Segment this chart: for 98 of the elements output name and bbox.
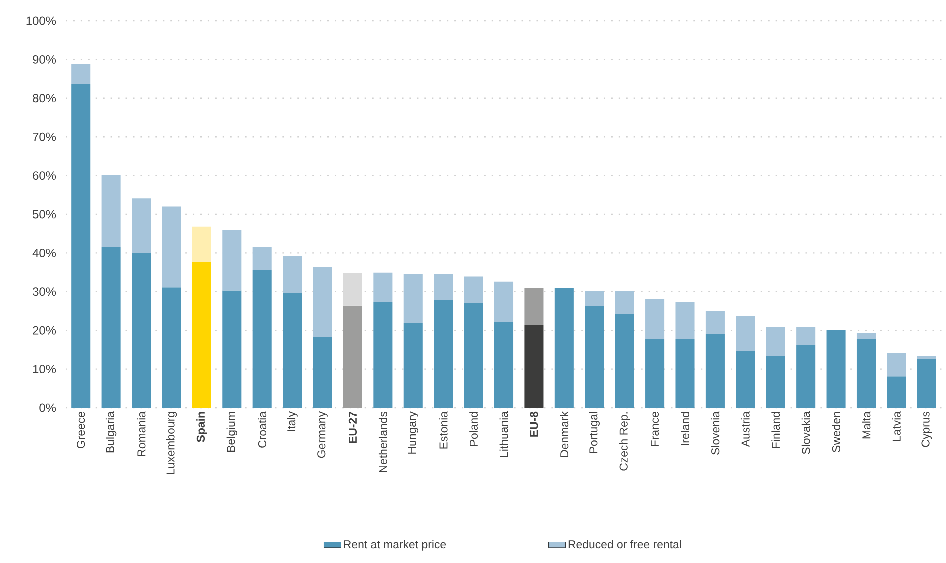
bar (646, 299, 665, 340)
bar (585, 291, 604, 306)
bar (283, 293, 302, 408)
x-tick-label: Austria (741, 412, 750, 448)
x-tick-label: Croatia (258, 412, 267, 448)
x-tick-label: Slovakia (802, 412, 810, 454)
bar (826, 330, 846, 408)
bar (252, 247, 272, 270)
y-tick-label: 10% (33, 365, 56, 374)
x-tick-label: Denmark (560, 412, 569, 458)
bar (706, 311, 725, 334)
bar (585, 306, 604, 408)
x-tick-label: Estonia (439, 412, 448, 449)
bar (132, 198, 152, 254)
bar (554, 288, 574, 408)
bar (615, 291, 634, 314)
x-tick-label: Hungary (408, 412, 419, 454)
bar (524, 288, 544, 326)
bar (404, 323, 423, 408)
bar (856, 340, 876, 408)
bar (887, 353, 906, 377)
bar (676, 340, 695, 408)
legend-label: Reduced or free rental (568, 540, 682, 549)
x-tick-label: Italy (287, 412, 298, 432)
y-tick-label: 50% (33, 210, 56, 219)
x-tick-label: EU-8 (530, 412, 538, 437)
x-tick-label: Finland (772, 412, 780, 448)
x-tick-label: Bulgaria (106, 412, 117, 453)
x-tick-label: Latvia (892, 412, 901, 442)
x-tick-label: Ireland (681, 412, 690, 446)
x-tick-label: Germany (318, 412, 328, 458)
bar (313, 268, 332, 338)
bar (313, 337, 332, 408)
bar (374, 272, 393, 302)
x-tick-label: Netherlands (378, 412, 388, 472)
bar (464, 303, 484, 408)
bar (192, 262, 212, 408)
bar (343, 273, 362, 306)
bar (132, 253, 152, 408)
bar (72, 64, 91, 84)
bar (676, 302, 695, 340)
x-tick-label: Malta (862, 412, 871, 439)
bar (102, 175, 121, 248)
bar (283, 256, 302, 294)
x-tick-label: Portugal (589, 412, 600, 454)
bar (404, 274, 423, 324)
bar (706, 334, 725, 408)
x-tick-label: EU-27 (348, 412, 358, 444)
bar (374, 302, 393, 408)
bar (464, 276, 484, 304)
y-tick-label: 80% (33, 94, 56, 103)
bar (917, 359, 936, 408)
bar (796, 327, 816, 346)
bar (736, 351, 756, 408)
y-tick-label: 90% (33, 55, 56, 64)
x-tick-label: Slovenia (711, 412, 720, 455)
x-tick-label: Luxembourg (166, 412, 178, 474)
bar (252, 270, 272, 408)
bar (646, 340, 665, 408)
x-tick-label: Sweden (832, 412, 840, 452)
bar (192, 226, 212, 262)
bar (796, 345, 816, 408)
bar (766, 356, 786, 408)
bar (494, 322, 514, 408)
x-tick-label: Belgium (226, 412, 238, 452)
bar (162, 288, 182, 408)
x-tick-label: Lithuania (500, 412, 508, 458)
bar (917, 356, 936, 360)
y-tick-label: 60% (33, 172, 56, 180)
y-tick-label: 40% (32, 248, 56, 258)
legend-label: Rent at market price (344, 540, 446, 551)
bar (222, 290, 242, 408)
bar (102, 247, 121, 408)
y-tick-label: 20% (33, 326, 56, 335)
x-tick-label: Poland (470, 412, 478, 446)
bar (434, 300, 454, 408)
y-tick-label: 0% (40, 404, 56, 412)
bar (494, 282, 514, 322)
x-tick-label: Romania (137, 412, 146, 456)
bar (72, 84, 91, 408)
bar (162, 206, 182, 288)
x-tick-label: Cyprus (922, 412, 932, 448)
bar (524, 325, 544, 408)
x-tick-label: France (651, 412, 660, 446)
x-tick-label: Greece (77, 412, 86, 449)
bar (856, 333, 876, 340)
bar (615, 314, 634, 408)
bar (887, 376, 906, 408)
bar (434, 274, 454, 300)
x-tick-label: Spain (196, 412, 208, 442)
y-tick-label: 30% (33, 288, 56, 296)
x-tick-label: Czech Rep. (620, 412, 630, 471)
bar (766, 327, 786, 357)
y-tick-label: 70% (33, 132, 56, 142)
bar (222, 230, 242, 291)
bar (736, 316, 756, 352)
bar (343, 306, 362, 408)
y-tick-label: 100% (26, 16, 56, 26)
